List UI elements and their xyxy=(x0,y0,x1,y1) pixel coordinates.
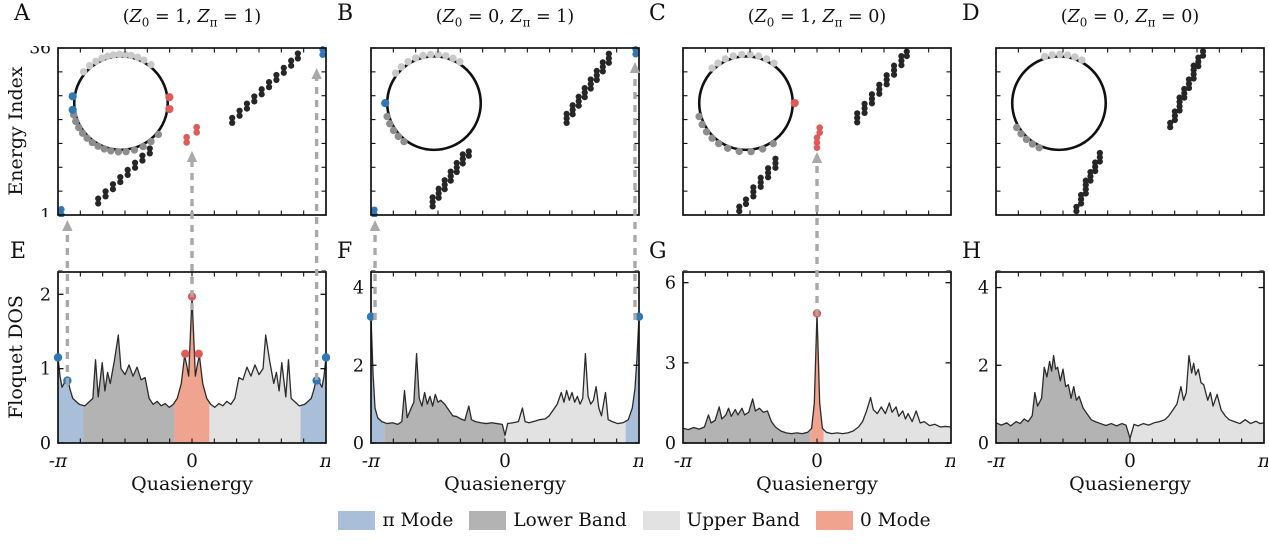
energy-index-chart-c xyxy=(682,47,952,216)
y-tick-label: 2 xyxy=(978,356,989,376)
quasienergy-axis-label: Quasienergy xyxy=(131,473,253,495)
panel-column-3: C (Z0 = 1, Zπ = 0) G 036-π0π Quasienergy xyxy=(649,0,955,550)
panel-column-2: B (Z0 = 0, Zπ = 1) F 024-π0π Quasienergy xyxy=(337,0,643,550)
y-tick-label: 2 xyxy=(353,356,364,376)
floquet-dos-chart-h: 024-π0π xyxy=(978,270,1268,472)
x-tick-label: -π xyxy=(674,451,693,472)
y-tick-label: 4 xyxy=(353,279,364,299)
bulk-band-points xyxy=(429,50,612,210)
y-tick-label: 6 xyxy=(665,274,676,294)
energy-index-chart-d xyxy=(995,47,1265,216)
band-region-fills xyxy=(371,316,639,443)
bulk-band-points xyxy=(736,48,910,215)
bulk-band-points xyxy=(95,50,301,207)
zero-mode-points xyxy=(183,123,200,146)
panel-title-d: (Z0 = 0, Zπ = 0) xyxy=(1060,7,1200,30)
y-tick-label: 0 xyxy=(978,434,989,454)
upper-band-swatch xyxy=(642,511,680,530)
panel-letter-a: A xyxy=(14,1,30,26)
dos-curve xyxy=(995,354,1265,439)
legend: π Mode Lower Band Upper Band 0 Mode xyxy=(0,510,1269,531)
energy-index-axis-label: Energy Index xyxy=(5,66,27,196)
dos-markers xyxy=(366,312,643,321)
panel-column-1: A (Z0 = 1, Zπ = 1) 136 E 012-π0π Quasien… xyxy=(10,0,330,550)
guide-arrow-head xyxy=(62,220,73,231)
x-tick-label: π xyxy=(1257,451,1268,472)
x-tick-label: -π xyxy=(362,451,381,472)
panel-letter-h: H xyxy=(962,239,982,264)
y-tick-label: 1 xyxy=(40,206,51,218)
x-tick-label: π xyxy=(632,451,643,472)
axes-box xyxy=(370,47,640,216)
panel-column-4: D (Z0 = 0, Zπ = 0) H 024-π0π Quasienergy xyxy=(962,0,1268,550)
panel-title-a: (Z0 = 1, Zπ = 1) xyxy=(122,7,262,30)
panel-letter-b: B xyxy=(337,1,354,26)
panel-letter-d: D xyxy=(962,1,980,26)
lower-band-swatch xyxy=(469,511,507,530)
upper-band-label: Upper Band xyxy=(686,510,801,531)
eigenvalue-circle-inset xyxy=(1010,50,1108,152)
energy-index-chart-a: 1 36 xyxy=(29,46,327,218)
axes-box xyxy=(995,47,1265,216)
panel-letter-c: C xyxy=(649,1,666,26)
dos-curve xyxy=(370,316,640,436)
dos-markers xyxy=(53,292,330,385)
pi-mode-swatch xyxy=(338,511,376,530)
panel-letter-e: E xyxy=(10,239,27,264)
energy-index-chart-b xyxy=(370,46,640,217)
y-tick-label: 0 xyxy=(353,434,364,454)
panel-letter-g: G xyxy=(649,239,667,264)
panel-title-c: (Z0 = 1, Zπ = 0) xyxy=(747,7,887,30)
y-tick-label: 3 xyxy=(665,354,676,374)
quasienergy-axis-label: Quasienergy xyxy=(756,473,878,495)
y-tick-label: 4 xyxy=(978,279,989,299)
band-region-fills xyxy=(58,296,326,443)
legend-item-lower-band: Lower Band xyxy=(469,510,627,531)
bulk-band-points xyxy=(1073,48,1207,215)
zero-mode-label: 0 Mode xyxy=(860,510,931,531)
axis-ticks xyxy=(995,47,1265,216)
x-tick-label: π xyxy=(944,451,955,472)
eigenvalue-circle-inset xyxy=(695,50,799,156)
x-tick-label: -π xyxy=(987,451,1006,472)
floquet-dos-chart-e: 012-π0π xyxy=(40,270,330,472)
floquet-dos-chart-g: 036-π0π xyxy=(665,270,955,472)
guide-arrow-head xyxy=(369,220,381,231)
band-region-fills xyxy=(996,355,1264,443)
x-tick-label: π xyxy=(319,451,330,472)
pi-mode-label: π Mode xyxy=(382,510,454,531)
eigenvalue-circle-inset xyxy=(68,50,174,156)
eigenvalue-circle-inset xyxy=(381,50,483,152)
dos-markers xyxy=(812,309,822,318)
y-tick-label: 2 xyxy=(40,285,51,305)
y-tick-label: 1 xyxy=(40,360,51,380)
axes-box xyxy=(370,271,640,444)
x-tick-label: 0 xyxy=(811,451,823,472)
y-tick-label: 0 xyxy=(665,434,676,454)
quasienergy-axis-label: Quasienergy xyxy=(1069,473,1191,495)
x-tick-label: 0 xyxy=(186,451,198,472)
dos-curve xyxy=(682,312,952,435)
x-tick-label: 0 xyxy=(1124,451,1136,472)
axes-box xyxy=(995,271,1265,444)
lower-band-label: Lower Band xyxy=(513,510,627,531)
legend-item-upper-band: Upper Band xyxy=(642,510,801,531)
quasienergy-axis-label: Quasienergy xyxy=(444,473,566,495)
legend-item-pi-mode: π Mode xyxy=(338,510,453,531)
y-tick-label: 36 xyxy=(29,46,51,59)
y-tick-label: 0 xyxy=(40,434,51,454)
x-tick-label: -π xyxy=(49,451,68,472)
zero-mode-swatch xyxy=(816,511,854,530)
panel-letter-f: F xyxy=(337,239,353,264)
floquet-dos-chart-f: 024-π0π xyxy=(353,270,643,472)
panel-title-b: (Z0 = 0, Zπ = 1) xyxy=(435,7,575,30)
zero-mode-points xyxy=(813,124,823,152)
legend-item-zero-mode: 0 Mode xyxy=(816,510,931,531)
x-tick-label: 0 xyxy=(499,451,511,472)
floquet-dos-axis-label: Floquet DOS xyxy=(5,295,27,419)
